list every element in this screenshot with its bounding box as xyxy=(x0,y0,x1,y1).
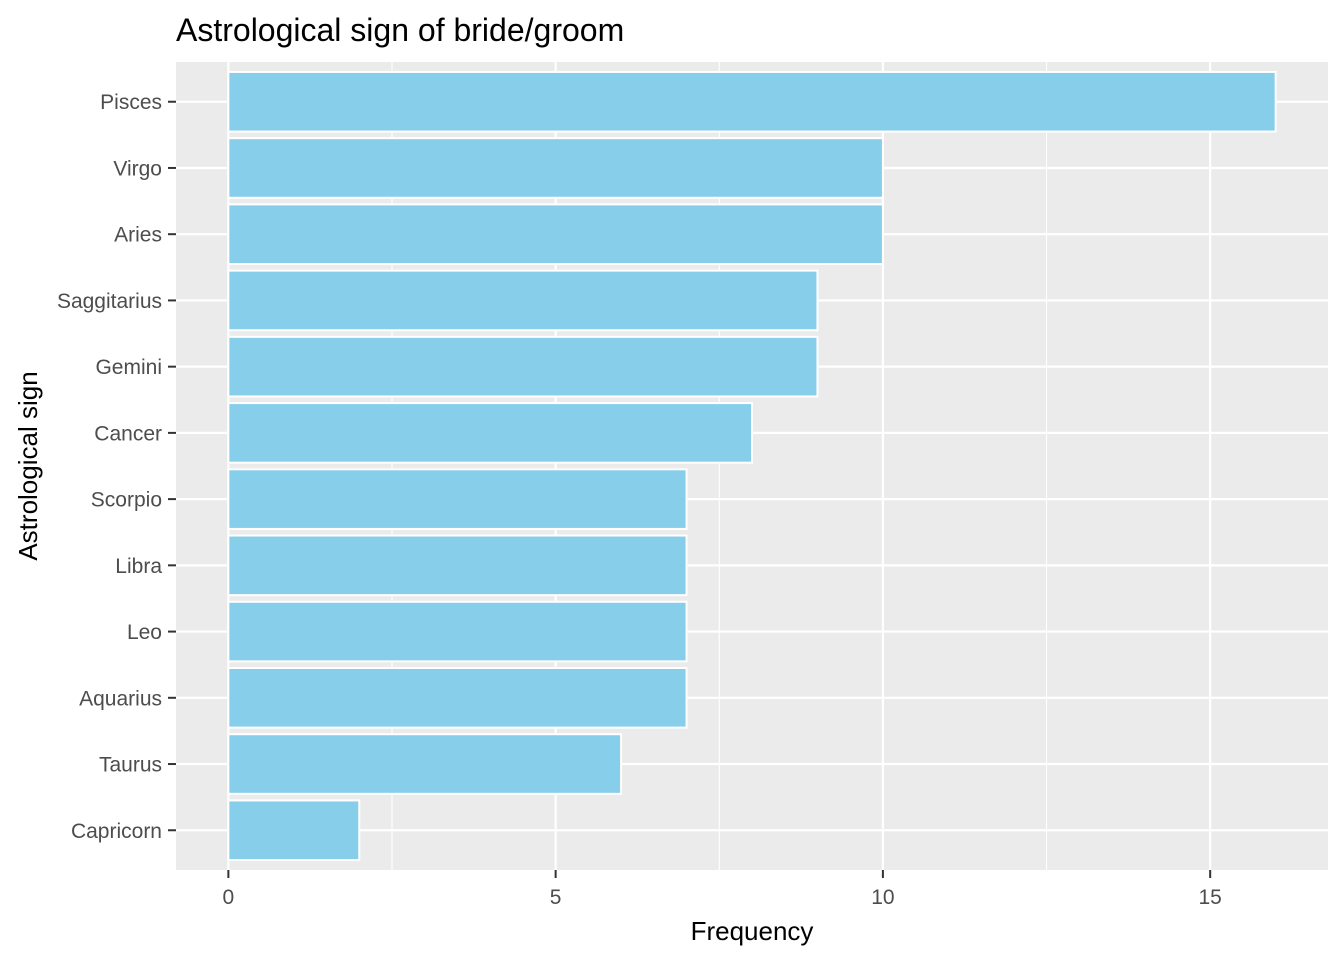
bar-taurus xyxy=(227,733,623,795)
bar-leo xyxy=(227,600,688,663)
bar-libra xyxy=(227,534,688,597)
x-tick-label: 0 xyxy=(223,886,235,909)
y-tick-label: Libra xyxy=(115,555,162,578)
y-tick-label: Pisces xyxy=(100,91,162,114)
bar-virgo xyxy=(227,137,884,199)
bars xyxy=(227,70,1277,862)
y-tick-label: Aries xyxy=(114,224,162,247)
bar-aries xyxy=(227,203,884,266)
y-tick-label: Leo xyxy=(127,621,162,644)
y-tick-label: Virgo xyxy=(113,157,162,180)
bar-scorpio xyxy=(227,468,688,530)
y-tick-label: Scorpio xyxy=(91,489,162,512)
y-tick-label: Aquarius xyxy=(79,687,162,710)
y-tick-label: Gemini xyxy=(95,356,162,379)
bar-pisces xyxy=(227,70,1277,133)
x-tick-label: 10 xyxy=(871,886,894,909)
x-axis-title: Frequency xyxy=(691,916,814,946)
x-tick-label: 15 xyxy=(1199,886,1222,909)
y-axis-title: Astrological sign xyxy=(13,371,43,560)
chart-title: Astrological sign of bride/groom xyxy=(176,12,624,48)
x-axis: 0 5 10 15 xyxy=(223,870,1222,909)
y-tick-label: Capricorn xyxy=(71,820,162,843)
y-tick-label: Saggitarius xyxy=(57,290,162,313)
bar-aquarius xyxy=(227,667,688,729)
y-tick-label: Taurus xyxy=(99,754,162,777)
bar-gemini xyxy=(227,335,819,398)
y-axis: Pisces Virgo Aries Saggitarius Gemini Cancer S… xyxy=(57,91,176,843)
x-tick-label: 5 xyxy=(550,886,562,909)
bar-cancer xyxy=(227,402,753,464)
y-tick-label: Cancer xyxy=(94,422,162,445)
bar-capricorn xyxy=(227,799,361,862)
bar-saggitarius xyxy=(227,269,819,332)
